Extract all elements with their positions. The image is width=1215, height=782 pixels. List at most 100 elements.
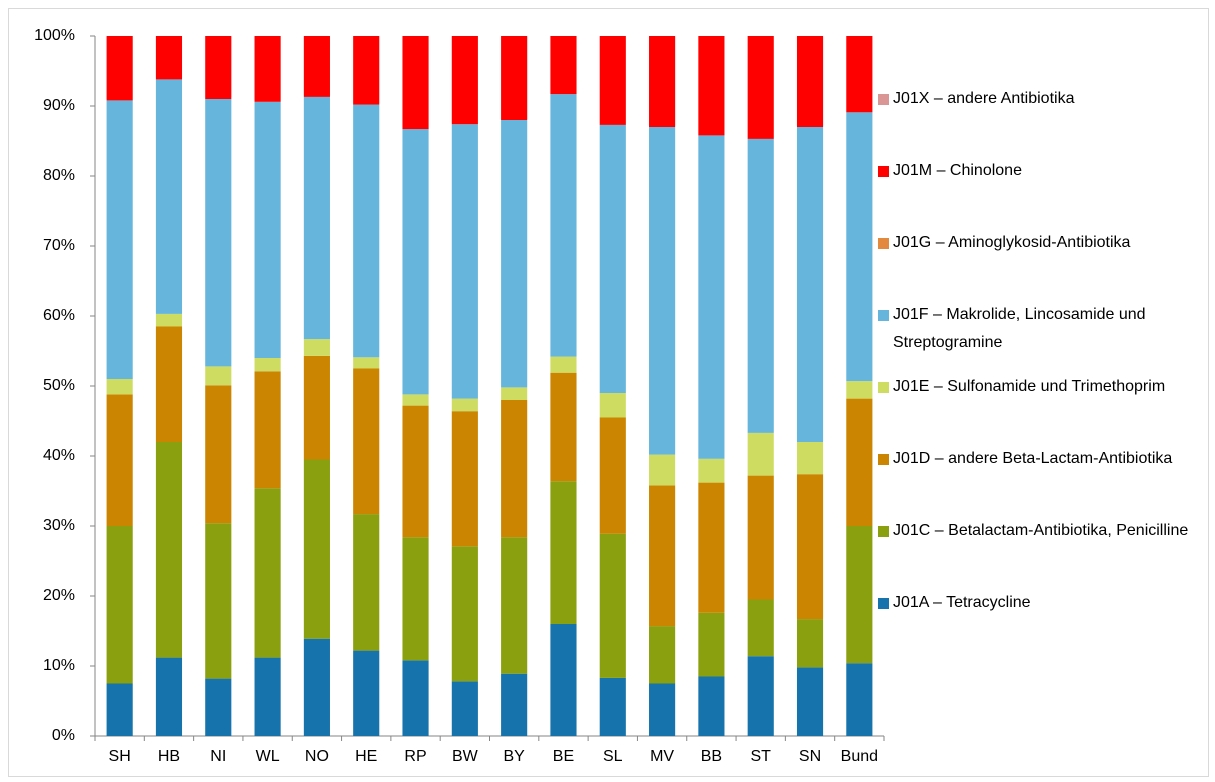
- legend-label: J01M – Chinolone: [893, 162, 1022, 179]
- y-tick-label: 30%: [43, 517, 75, 534]
- y-tick-label: 80%: [43, 167, 75, 184]
- bar-segment: [550, 372, 577, 482]
- bar-segment: [796, 474, 824, 620]
- bar-segment: [501, 36, 528, 120]
- bar-segment: [796, 667, 824, 736]
- legend-label: J01E – Sulfonamide und Trimethoprim: [893, 378, 1166, 395]
- bar-segment: [599, 393, 626, 418]
- legend-item: J01A – Tetracycline: [878, 589, 1208, 617]
- bar-segment: [205, 523, 232, 679]
- bar-segment: [205, 366, 232, 386]
- legend-label: J01C – Betalactam-Antibiotika, Penicilli…: [893, 522, 1189, 539]
- bar-segment: [698, 135, 725, 459]
- x-tick-label: NI: [210, 748, 226, 765]
- bar-segment: [846, 112, 873, 382]
- legend-swatch: [878, 382, 889, 393]
- bar-segment: [550, 356, 577, 373]
- x-tick-label: BE: [553, 748, 574, 765]
- y-tick-label: 50%: [43, 377, 75, 394]
- legend-item: J01X – andere Antibiotika: [878, 85, 1208, 113]
- legend-swatch: [878, 166, 889, 177]
- bar-segment: [846, 36, 873, 113]
- y-tick-label: 70%: [43, 237, 75, 254]
- x-tick-label: BW: [452, 748, 479, 765]
- bar-segment: [649, 626, 676, 684]
- bar-segment: [303, 459, 330, 639]
- bar-segment: [846, 381, 873, 399]
- x-tick-label: SH: [109, 748, 131, 765]
- x-tick-label: HB: [158, 748, 180, 765]
- x-tick-label: Bund: [841, 748, 878, 765]
- bar-segment: [846, 398, 873, 526]
- x-tick-label: HE: [355, 748, 377, 765]
- legend-swatch: [878, 454, 889, 465]
- bar-segment: [155, 79, 183, 314]
- x-tick-label: BY: [503, 748, 525, 765]
- legend-swatch: [878, 238, 889, 249]
- bar-segment: [698, 482, 725, 613]
- bar-segment: [501, 387, 528, 400]
- bar-segment: [402, 405, 429, 538]
- bar-segment: [649, 683, 676, 736]
- bar-segment: [254, 358, 281, 372]
- bar-segment: [747, 432, 774, 476]
- bar-segment: [402, 129, 429, 395]
- bar-segment: [846, 526, 873, 664]
- bar-segment: [698, 676, 725, 736]
- legend-label: J01X – andere Antibiotika: [893, 90, 1075, 107]
- bar-segment: [155, 326, 183, 442]
- bar-segment: [106, 36, 133, 101]
- bar-segment: [451, 124, 478, 399]
- bar-segment: [451, 411, 478, 547]
- bar-segment: [501, 120, 528, 388]
- bar-segment: [254, 371, 281, 489]
- legend-swatch: [878, 310, 889, 321]
- bar-segment: [747, 138, 774, 433]
- bar-segment: [402, 394, 429, 406]
- bar-segment: [796, 442, 824, 475]
- bar-segment: [402, 537, 429, 661]
- bar-segment: [796, 619, 824, 668]
- bar-segment: [451, 398, 478, 412]
- bar-segment: [205, 385, 232, 524]
- x-tick-label: NO: [305, 748, 329, 765]
- legend-label: J01F – Makrolide, Lincosamide und Strept…: [893, 306, 1146, 351]
- y-tick-label: 90%: [43, 97, 75, 114]
- legend-item: J01D – andere Beta-Lactam-Antibiotika: [878, 445, 1208, 473]
- bar-segment: [796, 36, 824, 127]
- x-tick-label: WL: [256, 748, 280, 765]
- y-tick-label: 20%: [43, 587, 75, 604]
- bar-segment: [501, 400, 528, 538]
- x-tick-label: MV: [650, 748, 674, 765]
- bar-segment: [649, 454, 676, 486]
- bar-segment: [649, 485, 676, 627]
- bar-segment: [205, 678, 232, 736]
- bar-segment: [155, 657, 183, 736]
- bar-segment: [254, 101, 281, 359]
- bar-segment: [747, 475, 774, 600]
- legend-label: J01G – Aminoglykosid-Antibiotika: [893, 234, 1131, 251]
- y-tick-label: 10%: [43, 657, 75, 674]
- chart-border: [8, 8, 1209, 777]
- bar-segment: [599, 417, 626, 534]
- bar-segment: [254, 488, 281, 658]
- bar-segment: [796, 127, 824, 442]
- y-tick-label: 40%: [43, 447, 75, 464]
- bar-segment: [599, 677, 626, 736]
- bar-segment: [303, 355, 330, 460]
- legend-label: J01D – andere Beta-Lactam-Antibiotika: [893, 450, 1173, 467]
- bar-segment: [106, 379, 133, 395]
- bar-segment: [106, 683, 133, 736]
- bar-segment: [451, 546, 478, 682]
- bar-segment: [550, 36, 577, 95]
- legend-item: J01C – Betalactam-Antibiotika, Penicilli…: [878, 517, 1208, 545]
- bar-segment: [303, 36, 330, 97]
- bar-segment: [698, 612, 725, 677]
- bar-segment: [205, 36, 232, 99]
- bar-segment: [106, 526, 133, 684]
- bar-segment: [649, 127, 676, 455]
- y-tick-label: 100%: [34, 27, 75, 44]
- bar-segment: [550, 481, 577, 624]
- legend-swatch: [878, 526, 889, 537]
